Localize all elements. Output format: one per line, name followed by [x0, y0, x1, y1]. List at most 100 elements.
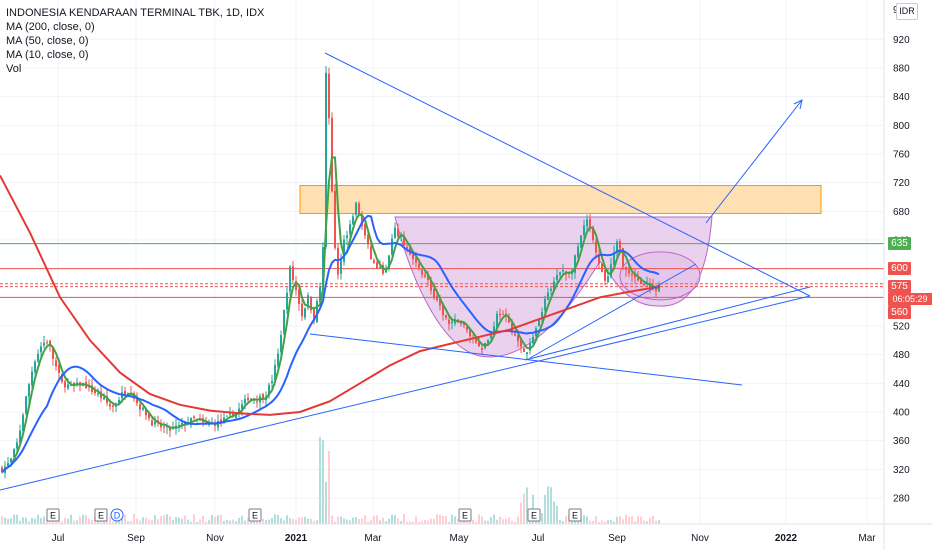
volume-bar: [55, 520, 57, 524]
candle-body: [364, 224, 366, 236]
candle-body: [457, 319, 459, 322]
volume-bar: [448, 521, 450, 524]
candle-body: [559, 272, 561, 275]
volume-bar: [289, 518, 291, 524]
volume-bar: [655, 520, 657, 524]
volume-bar: [541, 512, 543, 524]
volume-bar: [205, 521, 207, 524]
earnings-marker[interactable]: E: [46, 508, 60, 522]
volume-bar: [646, 521, 648, 524]
ma10-legend[interactable]: MA (10, close, 0): [6, 49, 89, 61]
candle-body: [517, 335, 519, 342]
volume-legend[interactable]: Vol: [6, 63, 22, 75]
volume-bar: [364, 515, 366, 524]
candle-body: [244, 398, 246, 404]
candle-body: [418, 263, 420, 268]
candle-body: [43, 342, 45, 346]
candle-body: [229, 413, 231, 415]
volume-bar: [610, 520, 612, 524]
handle-shape: [619, 251, 701, 301]
candle-body: [112, 405, 114, 407]
volume-bar: [226, 519, 228, 524]
candle-body: [403, 237, 405, 246]
volume-bar: [298, 517, 300, 524]
candle-body: [145, 409, 147, 416]
ma50-legend[interactable]: MA (50, close, 0): [6, 35, 89, 47]
volume-bar: [343, 518, 345, 524]
candle-body: [355, 202, 357, 215]
volume-bar: [526, 487, 528, 524]
volume-bar: [88, 518, 90, 524]
x-tick-label: 2021: [285, 533, 308, 544]
volume-bar: [349, 520, 351, 524]
volume-bar: [193, 514, 195, 524]
volume-bar: [10, 518, 12, 524]
volume-bar: [628, 516, 630, 524]
candle-body: [553, 281, 555, 290]
candle-body: [589, 218, 591, 228]
volume-bar: [202, 515, 204, 524]
candle-body: [238, 408, 240, 413]
volume-bar: [520, 502, 522, 524]
volume-bar: [85, 514, 87, 524]
candle-body: [394, 227, 396, 238]
candle-body: [334, 190, 336, 248]
candle-body: [367, 235, 369, 245]
volume-bar: [631, 516, 633, 524]
candle-body: [529, 343, 531, 351]
volume-bar: [517, 516, 519, 524]
candle-body: [511, 322, 513, 333]
candle-body: [523, 348, 525, 352]
candle-body: [574, 255, 576, 273]
earnings-box: [94, 508, 108, 522]
candle-body: [382, 265, 384, 274]
volume-bar: [139, 520, 141, 524]
currency-button[interactable]: IDR: [896, 3, 918, 20]
volume-bar: [253, 520, 255, 524]
candle-body: [304, 308, 306, 318]
ma200-line: [0, 175, 661, 416]
volume-bar: [82, 514, 84, 524]
candle-body: [109, 404, 111, 407]
earnings-marker[interactable]: E: [248, 508, 262, 522]
ma200-legend[interactable]: MA (200, close, 0): [6, 21, 95, 33]
volume-bar: [472, 519, 474, 524]
volume-bar: [403, 514, 405, 524]
volume-bar: [154, 515, 156, 524]
candle-body: [124, 391, 126, 395]
volume-bar: [322, 439, 324, 524]
earnings-marker[interactable]: E: [568, 508, 582, 522]
volume-bar: [340, 516, 342, 524]
volume-bar: [232, 519, 234, 524]
earnings-marker[interactable]: E: [458, 508, 472, 522]
candle-body: [247, 397, 249, 401]
candle-body: [310, 296, 312, 311]
candle-body: [436, 296, 438, 300]
candle-body: [1, 467, 3, 473]
volume-bar: [586, 516, 588, 524]
dividend-marker[interactable]: D: [110, 508, 124, 522]
volume-bar: [337, 516, 339, 524]
volume-bar: [163, 515, 165, 524]
volume-bar: [64, 518, 66, 524]
volume-bar: [28, 521, 30, 524]
candle-body: [268, 384, 270, 396]
volume-bar: [238, 517, 240, 524]
volume-bar: [481, 516, 483, 524]
volume-bar: [637, 516, 639, 524]
candle-body: [475, 339, 477, 343]
candle-body: [496, 313, 498, 328]
volume-bar: [211, 514, 213, 524]
earnings-box: [527, 508, 541, 522]
earnings-box: [458, 508, 472, 522]
candle-body: [361, 214, 363, 227]
earnings-marker[interactable]: E: [94, 508, 108, 522]
earnings-marker[interactable]: E: [527, 508, 541, 522]
volume-bar: [427, 520, 429, 524]
volume-bar: [244, 520, 246, 524]
symbol-title[interactable]: INDONESIA KENDARAAN TERMINAL TBK, 1D, ID…: [6, 7, 265, 19]
candle-body: [655, 287, 657, 292]
candle-body: [31, 371, 33, 385]
